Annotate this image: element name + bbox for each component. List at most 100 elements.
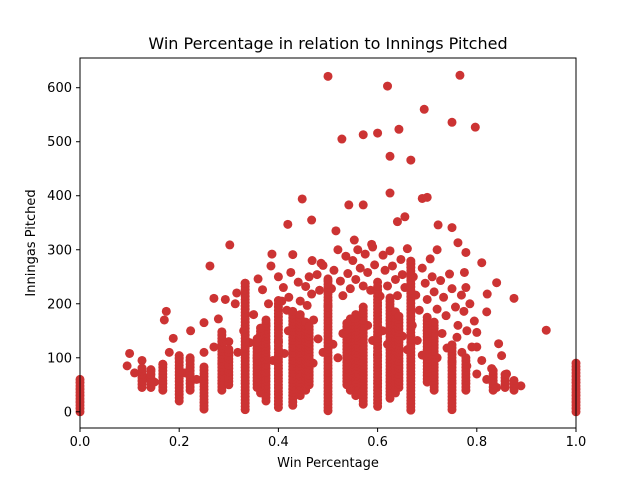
data-point: [509, 375, 519, 385]
data-point: [461, 353, 471, 363]
data-point: [516, 381, 526, 391]
data-point: [304, 321, 314, 331]
data-point: [146, 366, 156, 376]
data-point: [349, 235, 359, 245]
data-point: [283, 219, 293, 229]
data-point: [185, 353, 195, 363]
data-point: [335, 276, 345, 286]
data-point: [383, 281, 393, 291]
data-point: [406, 155, 416, 165]
data-point: [232, 288, 242, 298]
data-point: [453, 320, 463, 330]
data-point: [293, 277, 303, 287]
data-point: [366, 285, 376, 295]
data-point: [342, 318, 352, 328]
data-point: [455, 70, 465, 80]
data-point: [168, 333, 178, 343]
data-point: [462, 326, 472, 336]
data-point: [315, 285, 325, 295]
data-point: [385, 293, 395, 303]
data-point: [344, 200, 354, 210]
data-point: [465, 299, 475, 309]
data-points: [75, 70, 581, 417]
data-point: [338, 291, 348, 301]
data-point: [323, 276, 333, 286]
data-point: [459, 306, 469, 316]
data-point: [137, 355, 147, 365]
data-point: [355, 263, 365, 273]
data-point: [307, 256, 317, 266]
data-point: [295, 296, 305, 306]
data-point: [199, 347, 209, 357]
data-point: [125, 348, 135, 358]
data-point: [419, 104, 429, 114]
data-point: [273, 272, 283, 282]
data-point: [445, 269, 455, 279]
data-point: [205, 261, 215, 271]
data-point: [323, 71, 333, 81]
data-point: [230, 299, 240, 309]
data-point: [500, 370, 510, 380]
data-point: [186, 326, 196, 336]
data-point: [307, 215, 317, 225]
data-point: [174, 351, 184, 361]
data-point: [432, 304, 442, 314]
data-point: [385, 151, 395, 161]
data-point: [304, 272, 314, 282]
data-point: [472, 327, 482, 337]
data-point: [447, 223, 457, 233]
data-point: [358, 130, 368, 140]
data-point: [383, 81, 393, 91]
data-point: [380, 265, 390, 275]
data-point: [488, 366, 498, 376]
data-point: [256, 323, 266, 333]
data-point: [436, 276, 446, 286]
data-point: [130, 368, 140, 378]
data-point: [220, 294, 230, 304]
data-point: [425, 254, 435, 264]
data-point: [433, 220, 443, 230]
y-tick-label: 500: [47, 135, 72, 150]
data-point: [301, 281, 311, 291]
data-point: [358, 302, 368, 312]
data-point: [284, 292, 294, 302]
data-point: [258, 285, 268, 295]
data-point: [472, 369, 482, 379]
data-point: [467, 342, 477, 352]
data-point: [209, 342, 219, 352]
data-point: [329, 265, 339, 275]
data-point: [373, 281, 383, 291]
y-tick-label: 300: [47, 243, 72, 258]
data-point: [297, 194, 307, 204]
data-point: [447, 284, 457, 294]
data-point: [394, 311, 404, 321]
data-point: [363, 267, 373, 277]
data-point: [309, 315, 319, 325]
y-tick-label: 200: [47, 297, 72, 312]
data-point: [459, 267, 469, 277]
data-point: [240, 278, 250, 288]
data-point: [209, 293, 219, 303]
data-point: [437, 328, 447, 338]
data-point: [482, 289, 492, 299]
data-point: [307, 289, 317, 299]
data-point: [453, 238, 463, 248]
data-point: [233, 347, 243, 357]
data-point: [348, 256, 358, 266]
data-point: [278, 283, 288, 293]
data-point: [122, 361, 132, 371]
data-point: [333, 353, 343, 363]
data-point: [494, 339, 504, 349]
data-point: [420, 278, 430, 288]
data-point: [394, 124, 404, 134]
x-tick-label: 1.0: [566, 435, 587, 450]
data-point: [213, 314, 223, 324]
data-point: [447, 117, 457, 127]
data-point: [541, 325, 551, 335]
data-point: [392, 217, 402, 227]
data-point: [217, 327, 227, 337]
data-point: [358, 200, 368, 210]
data-point: [312, 270, 322, 280]
data-point: [482, 307, 492, 317]
